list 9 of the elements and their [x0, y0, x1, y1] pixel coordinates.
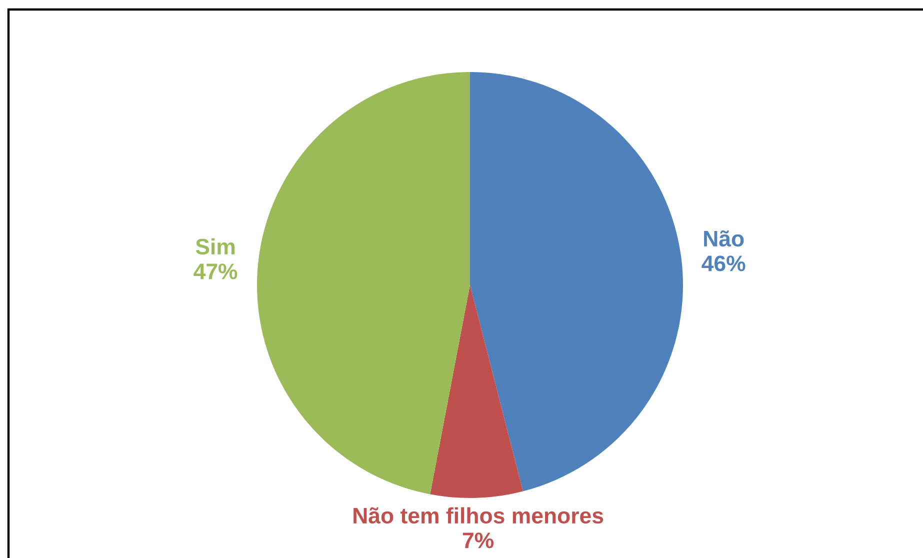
- slice-label: Não tem filhos menores: [354, 507, 604, 524]
- pie-slice: [257, 72, 470, 494]
- slice-label: Sim: [196, 238, 235, 255]
- data-label: 46%: [702, 256, 746, 272]
- data-label: 7%: [462, 532, 494, 548]
- pie-slice: [430, 285, 523, 498]
- data-label: 47%: [194, 264, 238, 280]
- slice-label: Não: [704, 230, 744, 247]
- pie-slice: [470, 72, 683, 492]
